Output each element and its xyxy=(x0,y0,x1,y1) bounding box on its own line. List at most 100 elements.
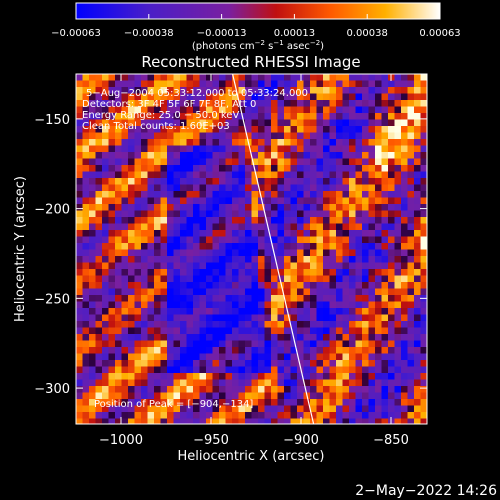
heatmap-cell xyxy=(388,405,395,413)
heatmap-cell xyxy=(212,262,220,270)
heatmap-cell xyxy=(134,119,142,127)
heatmap-cell xyxy=(336,204,343,211)
heatmap-cell xyxy=(128,386,135,393)
heatmap-cell xyxy=(173,405,181,413)
heatmap-cell xyxy=(82,269,90,276)
heatmap-cell xyxy=(420,405,427,413)
info-line: Clean Total counts: 1.60E+03 xyxy=(82,121,230,132)
heatmap-cell xyxy=(277,399,285,406)
heatmap-cell xyxy=(258,340,265,348)
heatmap-cell xyxy=(303,217,311,224)
heatmap-cell xyxy=(95,249,103,257)
chart-title: Reconstructed RHESSI Image xyxy=(141,53,360,71)
heatmap-cell xyxy=(401,282,408,289)
heatmap-cell xyxy=(258,165,265,172)
heatmap-cell xyxy=(238,353,246,361)
heatmap-cell xyxy=(414,204,421,211)
heatmap-cell xyxy=(238,152,246,159)
heatmap-cell xyxy=(414,87,421,94)
heatmap-cell xyxy=(336,366,343,374)
heatmap-cell xyxy=(238,379,246,387)
heatmap-cell xyxy=(180,223,187,231)
heatmap-cell xyxy=(251,321,259,328)
heatmap-cell xyxy=(128,243,135,250)
heatmap-cell xyxy=(290,269,298,276)
heatmap-cell xyxy=(206,165,213,172)
heatmap-cell xyxy=(115,334,122,341)
heatmap-cell xyxy=(303,353,311,361)
heatmap-cell xyxy=(160,314,168,322)
heatmap-cell xyxy=(76,165,83,172)
heatmap-cell xyxy=(407,386,415,393)
heatmap-cell xyxy=(342,184,350,192)
heatmap-cell xyxy=(167,314,174,322)
heatmap-cell xyxy=(277,119,285,127)
heatmap-cell xyxy=(342,288,350,296)
heatmap-cell xyxy=(206,171,213,179)
heatmap-cell xyxy=(388,119,395,127)
heatmap-cell xyxy=(76,210,83,218)
heatmap-cell xyxy=(134,184,142,192)
heatmap-cell xyxy=(173,301,181,309)
heatmap-cell xyxy=(232,126,239,133)
heatmap-cell xyxy=(381,386,389,393)
heatmap-cell xyxy=(349,366,356,374)
heatmap-cell xyxy=(368,152,376,159)
heatmap-cell xyxy=(290,360,298,367)
heatmap-cell xyxy=(199,379,207,387)
heatmap-cell xyxy=(264,360,272,367)
heatmap-cell xyxy=(134,93,142,101)
heatmap-cell xyxy=(134,204,142,211)
heatmap-cell xyxy=(323,334,330,341)
heatmap-cell xyxy=(362,353,369,361)
heatmap-cell xyxy=(193,158,200,166)
heatmap-cell xyxy=(154,236,161,244)
heatmap-cell xyxy=(225,412,233,419)
heatmap-cell xyxy=(342,308,350,315)
heatmap-cell xyxy=(167,418,174,424)
heatmap-cell xyxy=(82,178,90,185)
heatmap-cell xyxy=(167,184,174,192)
heatmap-cell xyxy=(258,132,265,140)
heatmap-cell xyxy=(381,223,389,231)
heatmap-cell xyxy=(225,236,233,244)
heatmap-cell xyxy=(407,249,415,257)
heatmap-cell xyxy=(232,217,239,224)
heatmap-cell xyxy=(76,347,83,354)
heatmap-cell xyxy=(238,275,246,283)
heatmap-cell xyxy=(290,230,298,237)
heatmap-cell xyxy=(420,353,427,361)
heatmap-cell xyxy=(290,347,298,354)
heatmap-cell xyxy=(368,386,376,393)
heatmap-cell xyxy=(102,262,109,270)
heatmap-cell xyxy=(381,288,389,296)
heatmap-cell xyxy=(173,171,181,179)
heatmap-cell xyxy=(290,373,298,380)
heatmap-cell xyxy=(238,93,246,101)
heatmap-cell xyxy=(329,152,337,159)
heatmap-cell xyxy=(362,93,369,101)
heatmap-cell xyxy=(375,308,382,315)
heatmap-cell xyxy=(173,314,181,322)
heatmap-cell xyxy=(219,379,226,387)
heatmap-cell xyxy=(154,256,161,263)
heatmap-cell xyxy=(173,366,181,374)
heatmap-cell xyxy=(154,249,161,257)
heatmap-cell xyxy=(199,366,207,374)
heatmap-cell xyxy=(245,295,252,302)
heatmap-cell xyxy=(102,223,109,231)
heatmap-cell xyxy=(128,366,135,374)
heatmap-cell xyxy=(89,418,96,424)
heatmap-cell xyxy=(394,230,402,237)
heatmap-cell xyxy=(147,418,155,424)
heatmap-cell xyxy=(381,418,389,424)
heatmap-cell xyxy=(394,204,402,211)
heatmap-cell xyxy=(173,418,181,424)
heatmap-cell xyxy=(394,275,402,283)
heatmap-cell xyxy=(251,314,259,322)
heatmap-cell xyxy=(121,139,129,146)
heatmap-cell xyxy=(102,139,109,146)
heatmap-cell xyxy=(316,145,324,153)
heatmap-cell xyxy=(316,210,324,218)
heatmap-cell xyxy=(134,210,142,218)
